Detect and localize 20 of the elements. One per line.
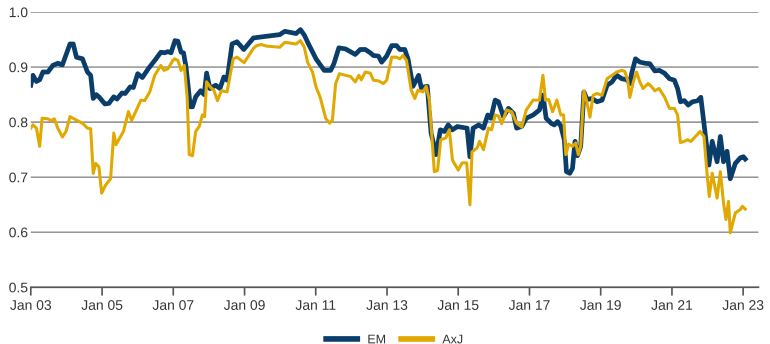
- line-series: [30, 39, 747, 234]
- x-tick-label: Jan 09: [224, 300, 265, 310]
- x-tick-label: Jan 19: [580, 300, 621, 310]
- y-tick-label: 0.9: [9, 62, 28, 72]
- y-tick-label: 0.5: [9, 282, 28, 292]
- legend-label: AxJ: [442, 334, 462, 344]
- x-tick-label: Jan 03: [10, 300, 52, 310]
- x-tick-label: Jan 07: [152, 300, 194, 310]
- x-tick-label: Jan 05: [81, 300, 122, 310]
- y-tick-label: 0.8: [9, 117, 28, 128]
- x-tick-label: Jan 15: [438, 300, 478, 310]
- y-tick-label: 0.7: [9, 172, 28, 182]
- x-tick-label: Jan 17: [508, 300, 550, 310]
- x-tick-label: Jan 11: [296, 300, 336, 310]
- y-tick-label: 0.6: [9, 228, 28, 238]
- legend-label: EM: [368, 334, 386, 344]
- x-tick-label: Jan 13: [366, 300, 408, 310]
- x-tick-label: Jan 21: [651, 300, 692, 310]
- y-tick-label: 1.0: [10, 7, 28, 18]
- x-tick-label: Jan 23: [722, 300, 764, 310]
